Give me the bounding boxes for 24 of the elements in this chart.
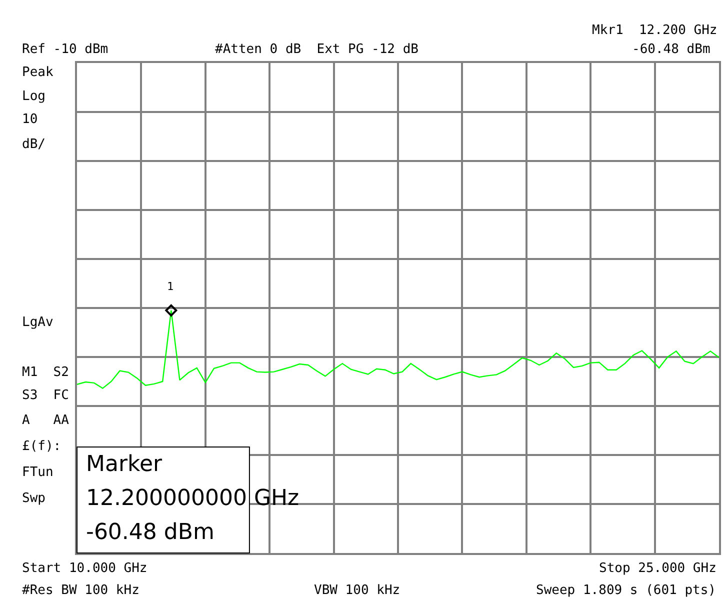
text: dB/ [22, 137, 46, 152]
text: Stop 25.000 GHz [599, 561, 716, 576]
text: Mkr1 12.200 GHz [592, 23, 718, 38]
text: #Res BW 100 kHz [22, 583, 140, 598]
annotation: 12.200000000 GHz [86, 486, 300, 511]
annotation: Marker [86, 452, 163, 477]
text: -60.48 dBm [632, 42, 710, 57]
text: LgAv [22, 315, 54, 330]
text: A AA [22, 413, 70, 428]
text: #Atten 0 dB Ext PG -12 dB [215, 42, 419, 57]
text: £(f): [22, 439, 62, 454]
text: Ref -10 dBm [22, 42, 108, 57]
text: Peak [22, 65, 54, 80]
text: Log [22, 89, 46, 104]
text: FTun [22, 465, 54, 480]
text: Sweep 1.809 s (601 pts) [536, 583, 716, 598]
text: 10 [22, 112, 38, 127]
annotation: -60.48 dBm [86, 520, 214, 545]
text: Swp [22, 491, 46, 506]
text: VBW 100 kHz [314, 583, 400, 598]
text: M1 S2 [22, 365, 69, 380]
text: Start 10.000 GHz [22, 561, 148, 576]
text: S3 FC [22, 388, 69, 403]
text: 1 [167, 280, 174, 293]
